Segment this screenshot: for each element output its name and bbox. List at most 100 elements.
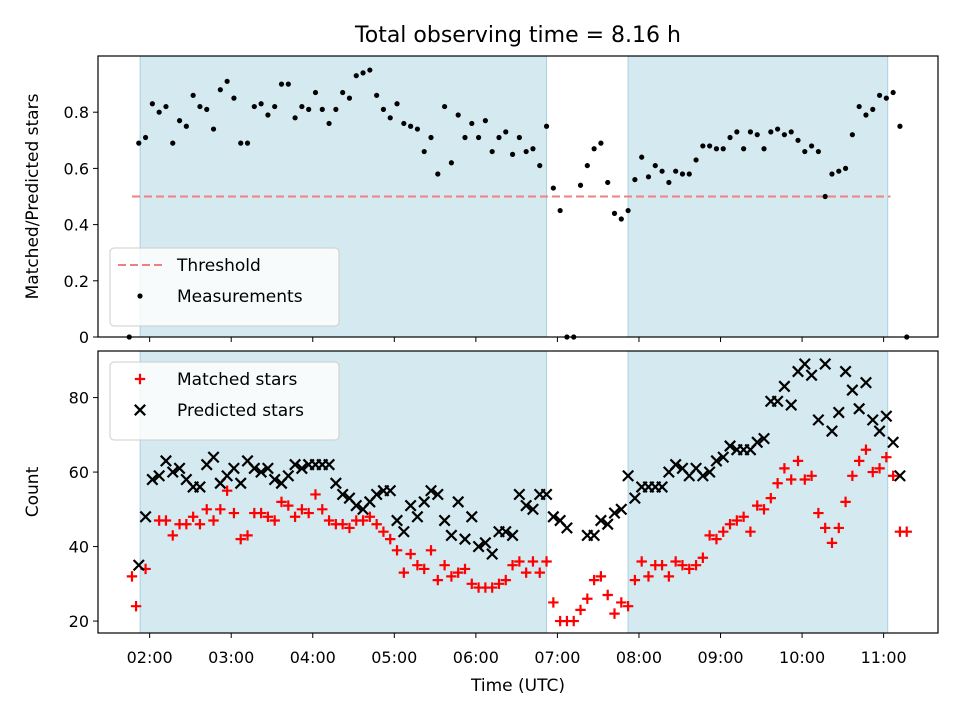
data-point [289,458,302,471]
data-point [401,120,407,127]
data-point [442,103,448,110]
data-point [758,504,770,515]
data-point [278,81,285,87]
data-point [231,95,237,101]
data-point [772,478,783,489]
data-point [836,168,842,174]
data-point [329,477,342,490]
data-point [194,519,206,530]
data-point [540,488,553,501]
data-point [805,369,818,382]
data-point [601,518,614,531]
data-point [839,365,852,378]
data-point [673,168,679,174]
data-point [421,148,427,155]
data-point [608,507,621,520]
data-point [632,177,638,183]
data-point [711,533,722,545]
data-point [482,118,488,124]
data-point [411,510,424,523]
data-point [364,511,376,522]
plot-frame [97,350,939,634]
data-point [208,515,219,526]
data-point [577,182,584,188]
data-point [190,92,196,98]
data-point [136,140,142,146]
data-point [346,95,353,101]
data-point [431,488,444,501]
data-point [374,92,380,98]
x-axis-label: Time (UTC) [470,676,565,696]
data-point [344,522,355,534]
data-point [833,522,844,534]
data-point [605,179,611,186]
data-point [142,134,149,141]
data-point [380,106,387,112]
data-point [439,560,450,571]
data-point [337,519,348,530]
data-point [425,545,437,556]
data-point [285,81,291,87]
legend: Threshold Measurements [109,247,340,327]
legend-label: Predicted stars [177,401,304,421]
data-point [207,451,220,464]
data-point [548,597,559,608]
chart-title: Total observing time = 8.16 h [354,23,681,48]
data-point [582,593,593,604]
data-point [866,413,879,426]
data-point [466,578,477,590]
data-point [197,103,203,110]
data-point [534,567,545,578]
data-point [438,514,451,527]
data-point [262,511,274,522]
data-point [221,485,233,496]
data-point [336,488,349,501]
x-tick-label: 04:00 [290,648,336,667]
data-point [506,529,519,542]
data-point [856,103,862,110]
data-point [303,507,314,519]
data-point [588,529,601,542]
data-point [459,563,471,575]
data-point [870,106,876,112]
x-tick-label: 07:00 [534,648,580,667]
data-point [867,466,878,478]
data-point [371,519,382,530]
data-point [509,151,516,157]
star-count-panel: 20 40 60 80 02:00 03:00 04:00 05:00 06:00 07:00 08… [23,350,939,667]
data-point [663,571,675,582]
data-point [479,536,492,549]
data-point [826,425,838,438]
shaded-interval [628,351,888,633]
data-point [255,507,267,519]
y-tick-label: 80 [69,389,89,408]
data-point [455,112,461,118]
data-point [677,560,688,571]
data-point [568,615,579,627]
data-point [156,109,162,115]
data-point [761,146,767,152]
data-point [792,455,804,467]
data-point [840,496,851,508]
data-point [656,480,669,493]
data-point [718,526,729,537]
data-point [445,529,458,542]
data-point [414,126,421,132]
data-point [289,511,301,522]
data-point [269,515,280,526]
data-point [181,519,192,530]
data-point [295,462,308,475]
data-point [514,556,525,567]
data-point [598,140,604,146]
data-point [261,462,274,475]
data-point [901,526,912,537]
data-point [132,559,145,572]
data-point [350,499,363,512]
data-point [469,120,475,127]
data-point [149,101,155,107]
data-point [738,511,749,522]
data-point [432,574,444,586]
data-point [720,146,726,152]
data-point [276,496,287,508]
